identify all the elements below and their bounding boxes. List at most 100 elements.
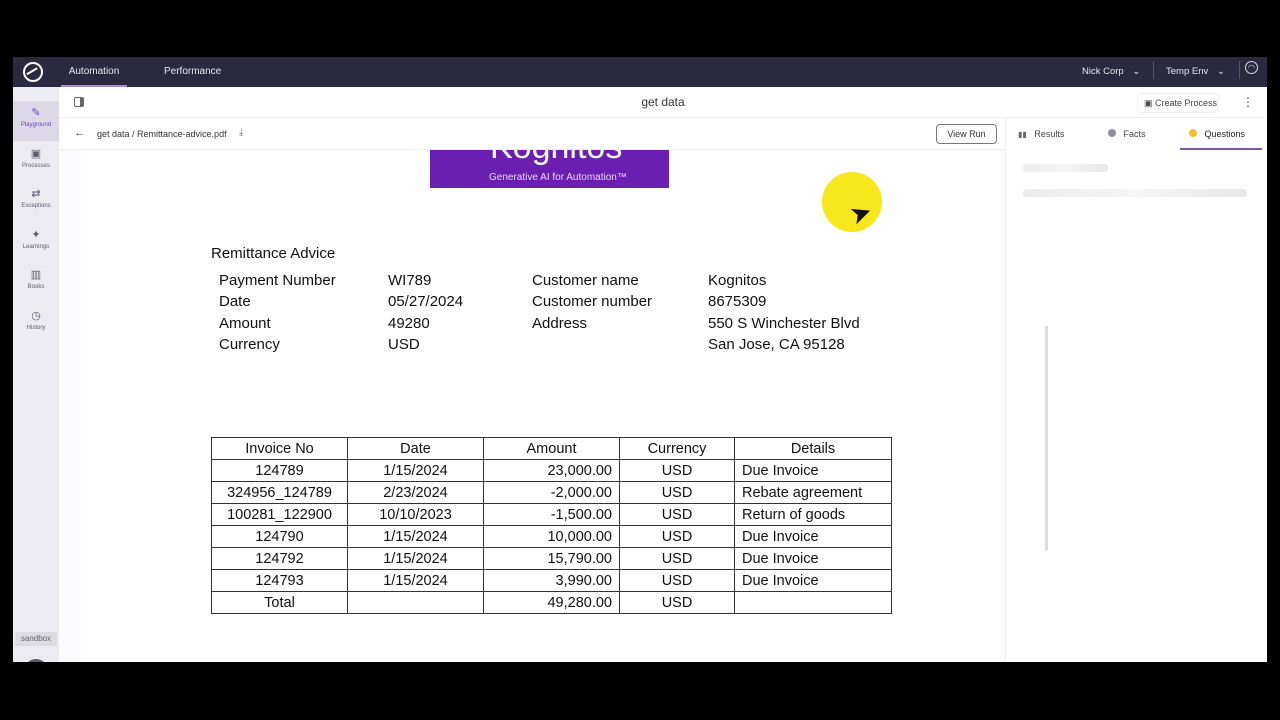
back-arrow-icon[interactable]: ← xyxy=(74,127,85,139)
column-header: Currency xyxy=(619,437,735,460)
table-cell: 1/15/2024 xyxy=(347,459,484,482)
sidebar-item-books[interactable]: ▥ Books xyxy=(13,263,59,303)
create-process-button[interactable]: ▣ Create Process xyxy=(1137,93,1219,113)
table-row: Total 49,280.00 USD xyxy=(211,591,892,614)
column-header: Invoice No xyxy=(211,437,348,460)
env-selector[interactable]: Temp Env ⌄ xyxy=(1166,57,1225,87)
kognitos-logo: Kognitos Generative AI for Automation™ xyxy=(430,150,669,188)
field-value: Kognitos xyxy=(708,272,767,289)
sandbox-badge: sandbox xyxy=(15,632,57,646)
table-cell: Return of goods xyxy=(734,503,892,526)
table-cell: 15,790.00 xyxy=(483,547,620,570)
process-icon: ▣ xyxy=(30,148,42,160)
question-icon xyxy=(1189,129,1197,137)
tab-label: Questions xyxy=(1204,129,1246,139)
pencil-square-icon: ✎ xyxy=(31,107,41,119)
table-cell: 124789 xyxy=(211,459,348,482)
field-label: Amount xyxy=(219,315,271,332)
pdf-page: Kognitos Generative AI for Automation™ R… xyxy=(81,150,1001,662)
sidebar-item-label: Exceptions xyxy=(21,203,51,209)
breadcrumb: get data / Remittance-advice.pdf xyxy=(97,129,227,139)
sidebar-item-learnings[interactable]: ✦ Learnings xyxy=(13,223,59,263)
document-viewer[interactable]: Kognitos Generative AI for Automation™ R… xyxy=(59,150,1048,662)
view-run-button[interactable]: View Run xyxy=(936,124,997,144)
more-options-icon[interactable]: ⋮ xyxy=(1242,95,1254,109)
env-name: Temp Env xyxy=(1166,66,1209,77)
table-row: 124789 1/15/2024 23,000.00 USD Due Invoice xyxy=(211,459,892,482)
table-cell: -2,000.00 xyxy=(483,481,620,504)
table-row: 100281_122900 10/10/2023 -1,500.00 USD Retur… xyxy=(211,503,892,526)
field-label: Customer name xyxy=(532,272,639,289)
table-row: 124792 1/15/2024 15,790.00 USD Due Invoice xyxy=(211,547,892,570)
app-logo-icon[interactable] xyxy=(23,62,43,82)
table-cell: 124793 xyxy=(211,569,348,592)
table-cell: USD xyxy=(619,591,735,614)
org-name: Nick Corp xyxy=(1082,66,1124,77)
right-panel: ▮▮ Results Facts Questions xyxy=(1005,118,1267,662)
loading-skeleton xyxy=(1023,189,1247,197)
field-value: 05/27/2024 xyxy=(388,293,464,310)
sidebar-item-label: Learnings xyxy=(22,244,50,250)
sidebar-item-history[interactable]: ◷ History xyxy=(13,304,59,344)
column-header: Details xyxy=(734,437,892,460)
table-cell: 1/15/2024 xyxy=(347,569,484,592)
user-account-icon[interactable]: ◠ xyxy=(1245,61,1258,74)
sidebar-item-exceptions[interactable]: ⇄ Exceptions xyxy=(13,182,59,222)
table-cell: 49,280.00 xyxy=(483,591,620,614)
table-cell: 324956_124789 xyxy=(211,481,348,504)
table-cell: USD xyxy=(619,503,735,526)
cursor-highlight xyxy=(822,172,882,232)
field-label: Address xyxy=(532,315,588,332)
tab-performance[interactable]: Performance xyxy=(164,66,222,77)
column-header: Amount xyxy=(483,437,620,460)
page-title: get data xyxy=(641,95,685,109)
table-cell: USD xyxy=(619,525,735,548)
table-row: 124790 1/15/2024 10,000.00 USD Due Invoice xyxy=(211,525,892,548)
download-icon[interactable]: ⤓ xyxy=(239,127,244,138)
table-row: 124793 1/15/2024 3,990.00 USD Due Invoice xyxy=(211,569,892,592)
table-cell: 1/15/2024 xyxy=(347,525,484,548)
field-value: 49280 xyxy=(388,315,430,332)
table-cell: 10,000.00 xyxy=(483,525,620,548)
book-icon: ▮▮ xyxy=(1018,130,1027,139)
field-value: San Jose, CA 95128 xyxy=(708,336,845,353)
table-cell: USD xyxy=(619,547,735,570)
tab-results[interactable]: ▮▮ Results xyxy=(1018,118,1064,150)
books-icon: ▥ xyxy=(30,269,42,281)
column-header: Date xyxy=(347,437,484,460)
field-value: 8675309 xyxy=(708,293,767,310)
table-cell: USD xyxy=(619,569,735,592)
sidebar-item-label: Processes xyxy=(21,163,50,169)
tab-label: Results xyxy=(1034,129,1065,139)
field-value: 550 S Winchester Blvd xyxy=(708,315,860,332)
tab-questions[interactable]: Questions xyxy=(1180,118,1262,150)
sidebar-item-processes[interactable]: ▣ Processes xyxy=(13,142,59,182)
table-cell: USD xyxy=(619,481,735,504)
sidebar-item-label: History xyxy=(26,325,46,331)
chat-assistant-button[interactable]: ⧉ xyxy=(24,659,48,662)
scrollbar[interactable] xyxy=(1045,326,1048,551)
sidebar-item-playground[interactable]: ✎ Playground xyxy=(13,101,59,141)
tab-automation[interactable]: Automation xyxy=(61,57,127,87)
field-value: WI789 xyxy=(388,272,432,289)
sidebar: ✎ Playground ▣ Processes ⇄ Exceptions ✦ Lear… xyxy=(13,87,59,662)
panel-toggle-icon[interactable] xyxy=(74,97,84,107)
tab-facts[interactable]: Facts xyxy=(1108,118,1146,150)
process-icon: ▣ xyxy=(1144,98,1153,108)
table-cell: 124792 xyxy=(211,547,348,570)
field-label: Date xyxy=(219,293,251,310)
org-selector[interactable]: Nick Corp ⌄ xyxy=(1082,57,1140,87)
sparkle-icon: ✦ xyxy=(31,229,41,241)
table-cell: -1,500.00 xyxy=(483,503,620,526)
table-header-row: Invoice No Date Amount Currency Details xyxy=(211,437,892,460)
table-cell: Due Invoice xyxy=(734,569,892,592)
field-label: Customer number xyxy=(532,293,653,310)
invoice-table: Invoice No Date Amount Currency Details 12478… xyxy=(211,437,892,614)
table-cell: Due Invoice xyxy=(734,459,892,482)
info-icon xyxy=(1108,129,1116,137)
breadcrumb-bar: ← get data / Remittance-advice.pdf ⤓ Vie… xyxy=(59,118,1005,150)
table-cell: Due Invoice xyxy=(734,525,892,548)
table-cell xyxy=(347,591,484,614)
table-cell: 2/23/2024 xyxy=(347,481,484,504)
chevron-down-icon: ⌄ xyxy=(1216,66,1225,77)
